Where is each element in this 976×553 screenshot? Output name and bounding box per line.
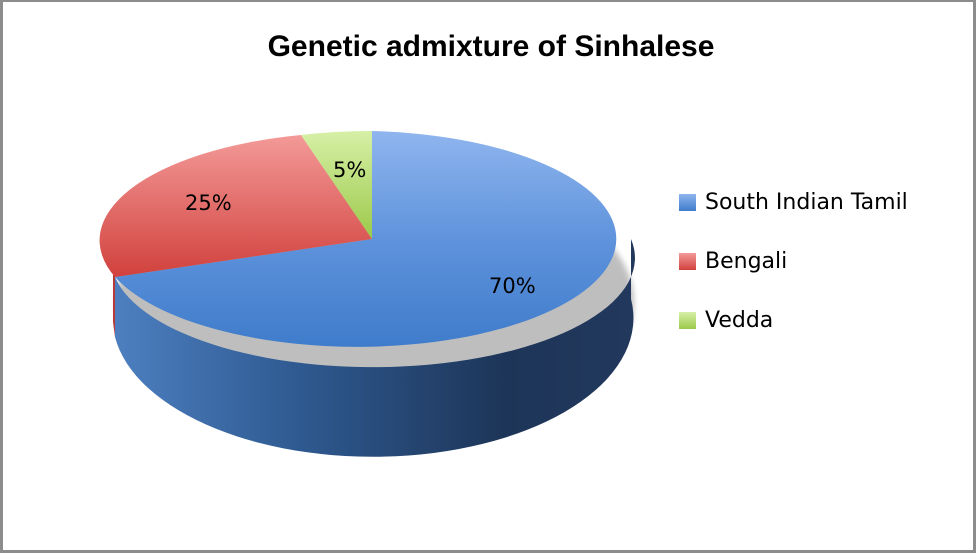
legend-item-south-indian-tamil[interactable]: South Indian Tamil [679, 187, 908, 217]
legend-swatch-red [679, 252, 696, 270]
legend-label: Vedda [705, 307, 774, 333]
legend-swatch-green [679, 311, 696, 329]
legend: South Indian Tamil Bengali Vedda [679, 187, 908, 364]
label-vedda: 5% [333, 158, 366, 182]
slice-vedda[interactable] [301, 130, 372, 239]
slice-south-indian-tamil[interactable] [115, 131, 617, 347]
label-bengali: 25% [185, 191, 232, 215]
chart-title: Genetic admixture of Sinhalese [267, 30, 715, 63]
legend-item-vedda[interactable]: Vedda [679, 305, 908, 335]
legend-label: Bengali [705, 248, 788, 274]
slice-bengali[interactable] [99, 135, 372, 277]
pie-chart: 70% 25% 5% [99, 130, 635, 457]
legend-swatch-blue [679, 193, 696, 211]
legend-label: South Indian Tamil [705, 189, 908, 215]
pie-side-bengali [113, 257, 115, 337]
label-south-indian-tamil: 70% [489, 274, 536, 298]
pie-side-south-indian-tamil [115, 239, 635, 457]
legend-item-bengali[interactable]: Bengali [679, 246, 908, 276]
